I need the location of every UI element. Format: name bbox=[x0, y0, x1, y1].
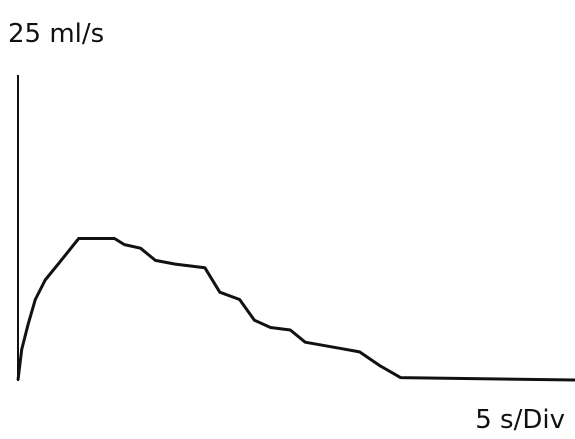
flow-curve bbox=[16, 237, 575, 382]
y-axis-label: 25 ml/s bbox=[8, 19, 104, 49]
x-axis-label: 5 s/Div bbox=[475, 405, 565, 435]
